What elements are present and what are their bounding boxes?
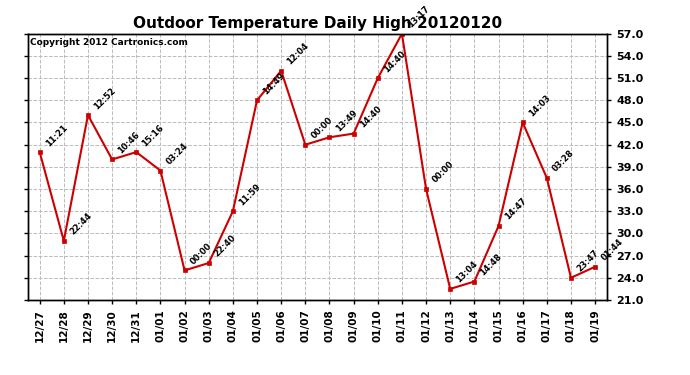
Text: 14:49: 14:49 xyxy=(262,71,286,96)
Text: 14:03: 14:03 xyxy=(527,93,552,118)
Text: 10:46: 10:46 xyxy=(117,130,141,155)
Text: 15:16: 15:16 xyxy=(141,123,166,148)
Text: 12:52: 12:52 xyxy=(92,86,117,111)
Text: 03:24: 03:24 xyxy=(165,141,190,166)
Text: 23:47: 23:47 xyxy=(575,249,600,274)
Text: 12:04: 12:04 xyxy=(286,41,310,66)
Text: 00:00: 00:00 xyxy=(310,116,335,141)
Text: 13:17: 13:17 xyxy=(406,4,431,30)
Text: Copyright 2012 Cartronics.com: Copyright 2012 Cartronics.com xyxy=(30,38,188,47)
Text: 11:21: 11:21 xyxy=(44,123,69,148)
Text: 14:48: 14:48 xyxy=(479,252,504,278)
Text: 01:44: 01:44 xyxy=(600,237,624,262)
Text: 14:40: 14:40 xyxy=(382,49,407,74)
Text: 14:47: 14:47 xyxy=(503,196,528,222)
Text: 00:00: 00:00 xyxy=(189,241,214,266)
Title: Outdoor Temperature Daily High 20120120: Outdoor Temperature Daily High 20120120 xyxy=(133,16,502,31)
Text: 13:04: 13:04 xyxy=(455,260,480,285)
Text: 03:28: 03:28 xyxy=(551,149,576,174)
Text: 22:40: 22:40 xyxy=(213,234,238,259)
Text: 14:40: 14:40 xyxy=(358,104,383,129)
Text: 00:00: 00:00 xyxy=(431,160,455,185)
Text: 13:49: 13:49 xyxy=(334,108,359,133)
Text: 11:59: 11:59 xyxy=(237,182,262,207)
Text: 22:44: 22:44 xyxy=(68,211,93,237)
